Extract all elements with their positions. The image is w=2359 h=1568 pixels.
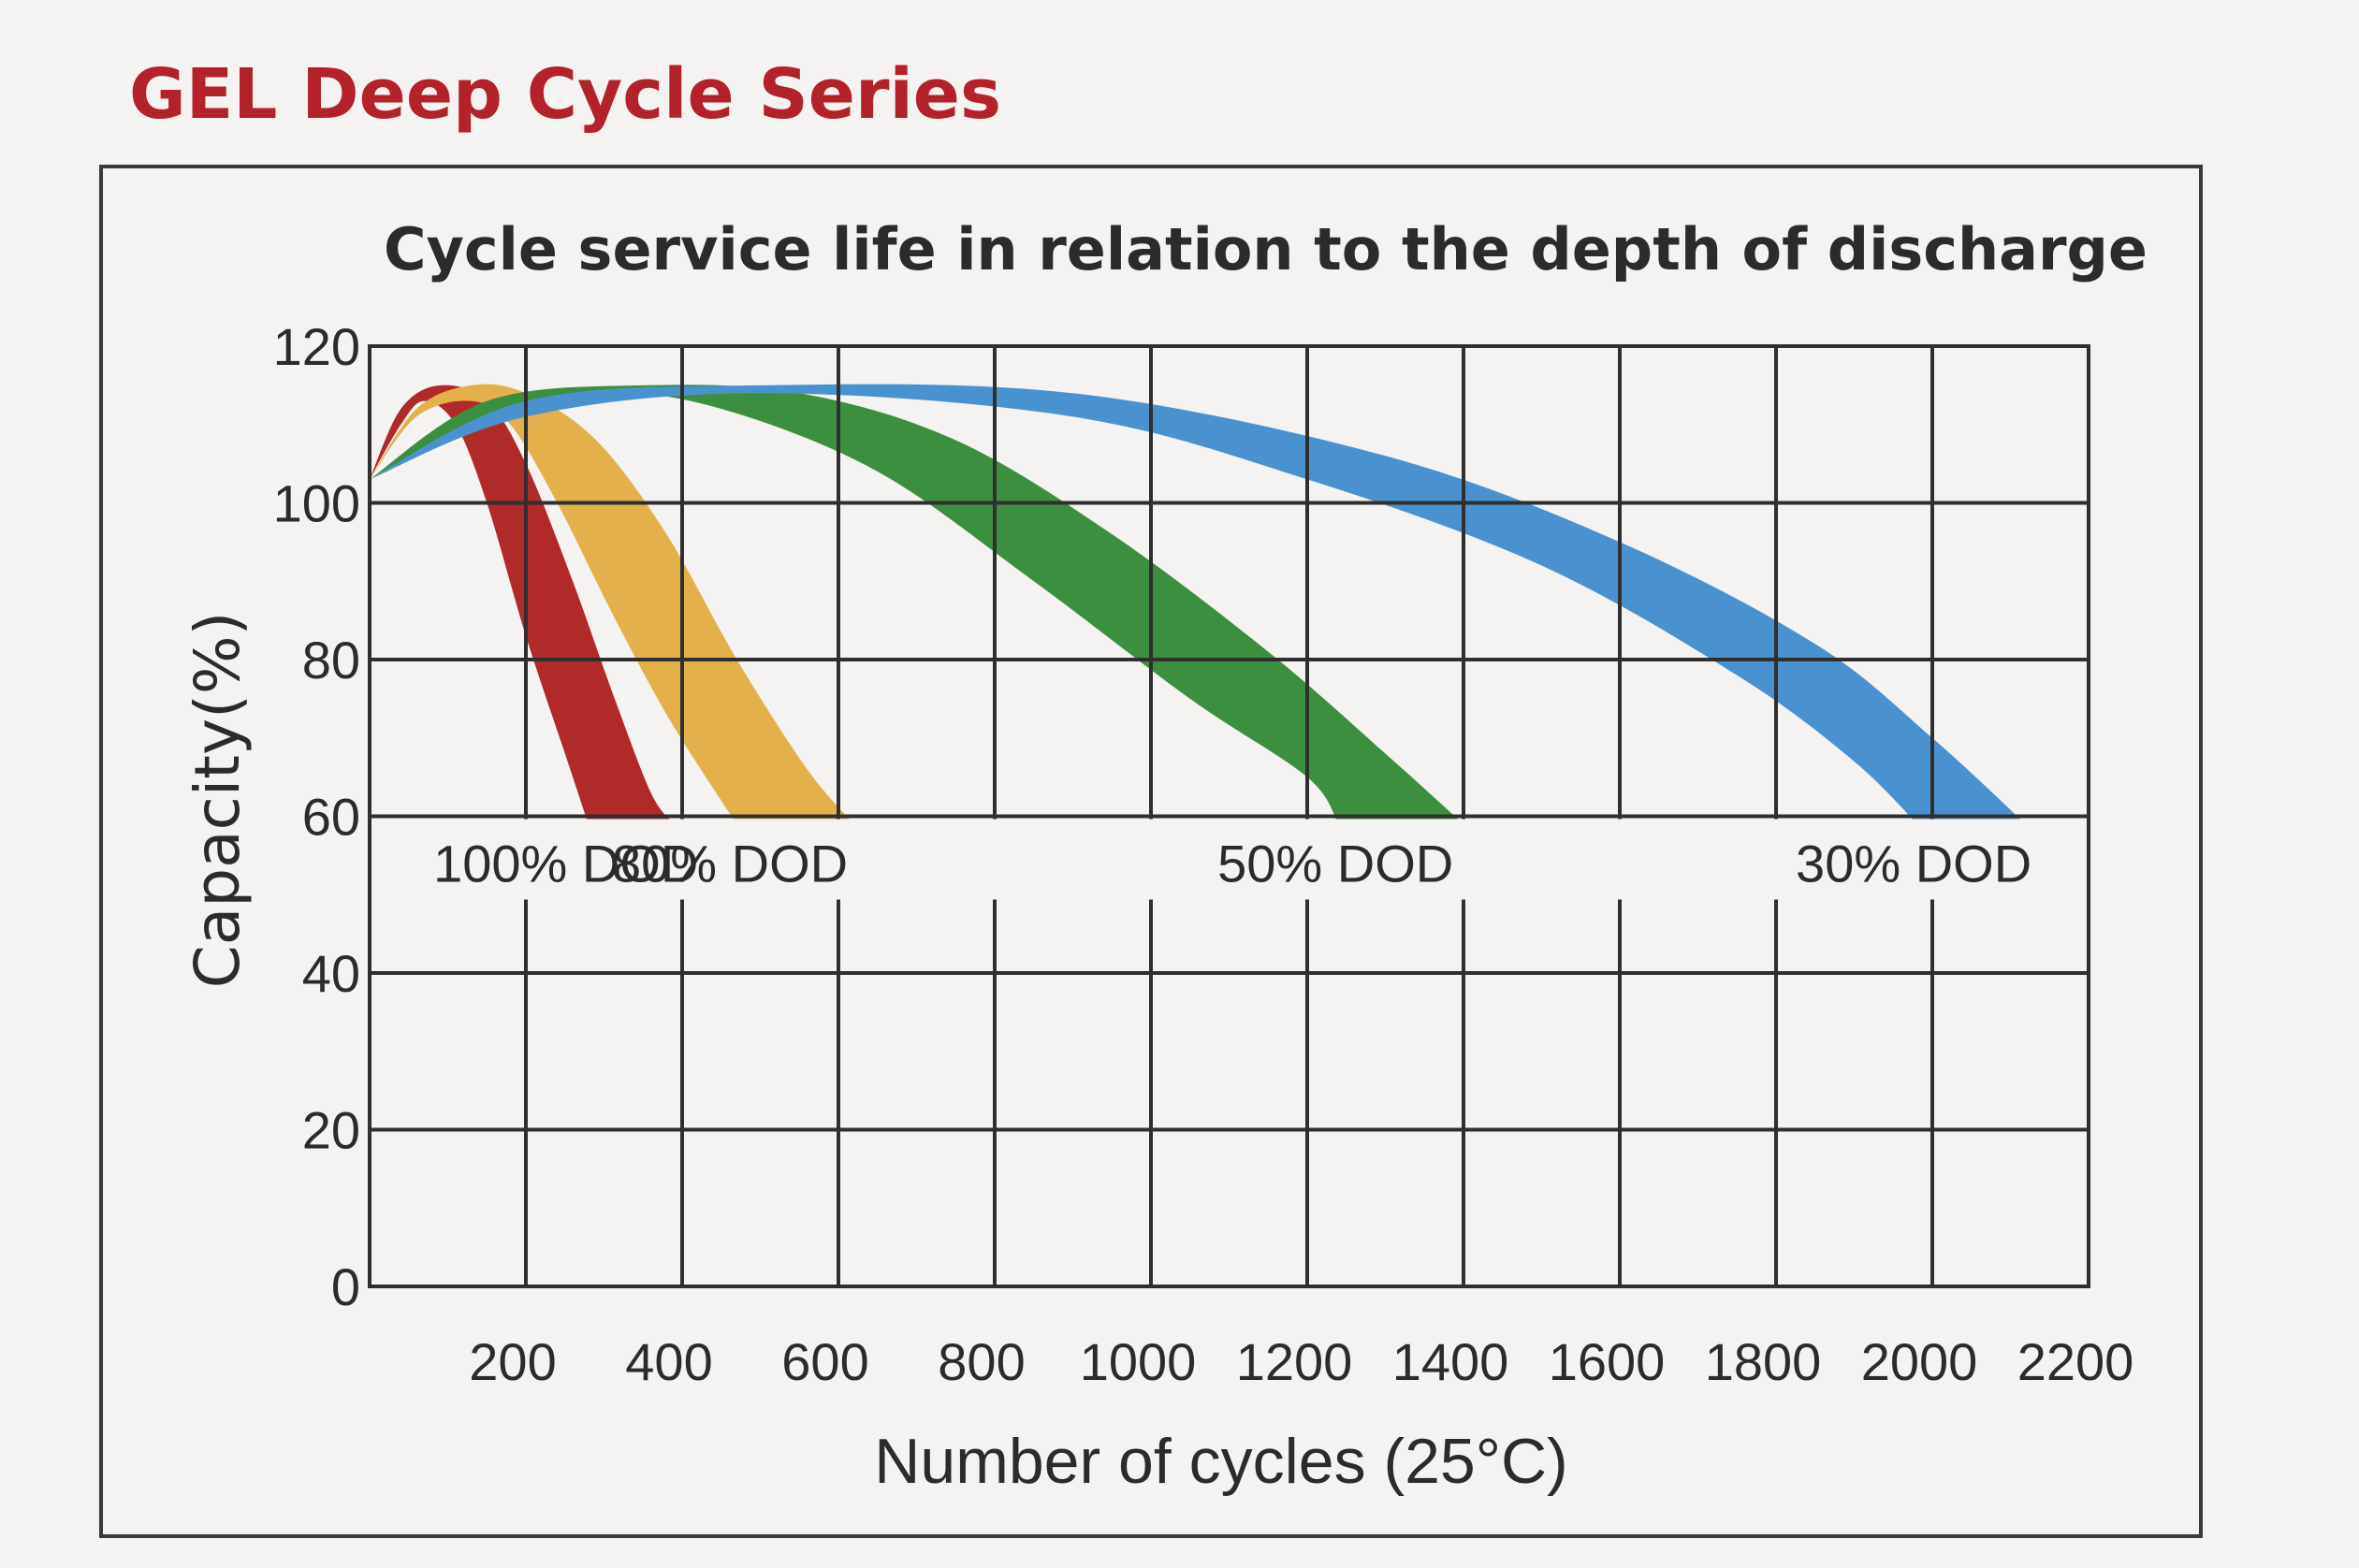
- series-label-50pct-dod: 50% DOD: [1217, 835, 1453, 893]
- dod-label-strip: [372, 819, 2086, 900]
- x-tick-label: 1800: [1705, 1332, 1822, 1391]
- band-30pct-dod: [370, 384, 2034, 833]
- chart-frame: [99, 165, 2203, 1538]
- series-label-80pct-dod: 80% DOD: [612, 835, 848, 893]
- y-tick-label: 120: [273, 317, 360, 376]
- y-tick-label: 20: [302, 1101, 360, 1160]
- x-tick-label: 1600: [1549, 1332, 1666, 1391]
- series-label-100pct-dod: 100% DOD: [433, 835, 698, 893]
- band-50pct-dod: [370, 385, 1463, 824]
- y-tick-label: 40: [302, 944, 360, 1003]
- y-axis-label: Capacity(%): [182, 612, 254, 989]
- bands-layer: [370, 384, 2034, 833]
- y-tick-label: 80: [302, 631, 360, 690]
- x-tick-label: 1000: [1080, 1332, 1197, 1391]
- x-tick-label: 2000: [1861, 1332, 1978, 1391]
- x-tick-label: 200: [469, 1332, 556, 1391]
- x-tick-label: 1200: [1236, 1332, 1353, 1391]
- page-header-title: GEL Deep Cycle Series: [129, 54, 1002, 135]
- series-label-30pct-dod: 30% DOD: [1796, 835, 2031, 893]
- x-tick-label: 400: [625, 1332, 712, 1391]
- x-axis-label: Number of cycles (25°C): [874, 1426, 1567, 1497]
- x-tick-label: 600: [781, 1332, 868, 1391]
- x-tick-label: 800: [938, 1332, 1025, 1391]
- band-100pct-dod: [370, 385, 675, 824]
- y-tick-label: 0: [331, 1257, 360, 1316]
- ticks-layer: 0 20 40 60 80 100 120 200 400 600 800 1000 1200 1400 1…: [273, 317, 2134, 1391]
- band-80pct-dod: [370, 384, 854, 824]
- x-tick-label: 1400: [1392, 1332, 1509, 1391]
- y-tick-label: 60: [302, 788, 360, 847]
- x-tick-label: 2200: [2017, 1332, 2134, 1391]
- grid-layer: [368, 344, 2090, 1288]
- y-tick-label: 100: [273, 474, 360, 533]
- chart-title: Cycle service life in relation to the de…: [384, 215, 2148, 283]
